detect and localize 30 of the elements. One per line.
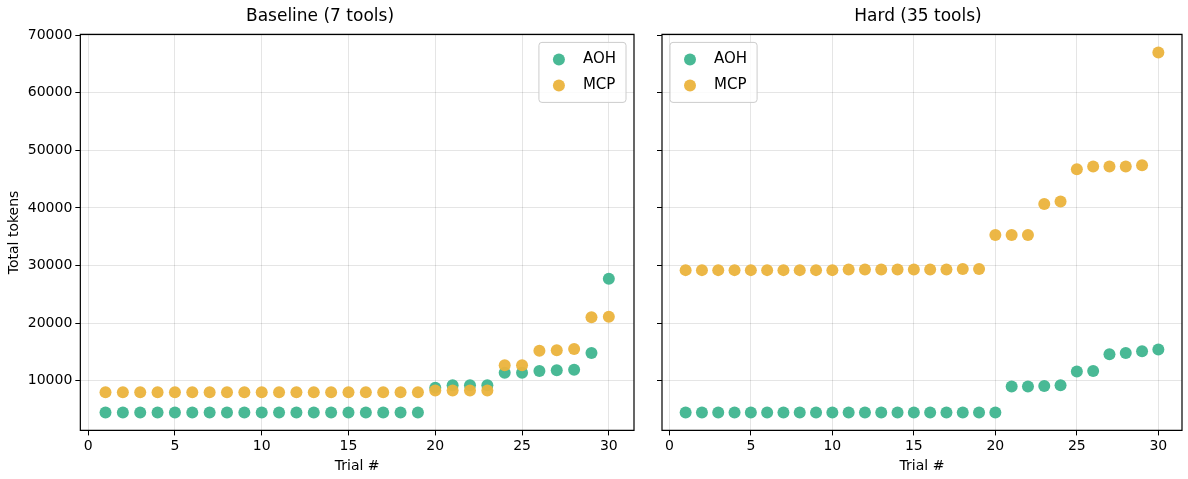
x-axis-title: Trial # xyxy=(898,457,945,474)
y-tick-label: 50000 xyxy=(27,140,73,157)
x-tick-label: 25 xyxy=(1067,437,1086,454)
x-tick-label: 10 xyxy=(252,437,271,454)
y-axis-title: Total tokens xyxy=(5,190,22,276)
x-tick-label: 5 xyxy=(170,437,180,454)
x-tick-label: 20 xyxy=(426,437,445,454)
legend-label: AOH xyxy=(582,49,617,68)
chart-title: Hard (35 tools) xyxy=(854,4,982,25)
y-tick-label: 10000 xyxy=(27,371,73,388)
y-tick-label: 30000 xyxy=(27,256,73,273)
x-tick-label: 25 xyxy=(513,437,531,454)
x-tick-label: 5 xyxy=(746,437,756,454)
legend-label: MCP xyxy=(582,75,616,94)
x-tick-label: 30 xyxy=(599,437,618,454)
x-tick-label: 30 xyxy=(1149,437,1168,454)
x-tick-label: 0 xyxy=(83,437,93,454)
x-tick-label: 15 xyxy=(339,437,358,454)
chart-title: Baseline (7 tools) xyxy=(245,4,395,25)
x-tick-label: 20 xyxy=(986,437,1005,454)
y-tick-label: 40000 xyxy=(27,198,73,215)
x-axis-title: Trial # xyxy=(333,457,380,474)
x-tick-label: 0 xyxy=(664,437,674,454)
y-tick-label: 60000 xyxy=(27,83,73,100)
legend-label: AOH xyxy=(714,49,748,68)
legend-label: MCP xyxy=(714,75,747,94)
y-tick-label: 70000 xyxy=(27,25,73,42)
y-tick-label: 20000 xyxy=(27,313,73,330)
x-tick-label: 10 xyxy=(823,437,842,454)
x-tick-label: 15 xyxy=(904,437,923,454)
